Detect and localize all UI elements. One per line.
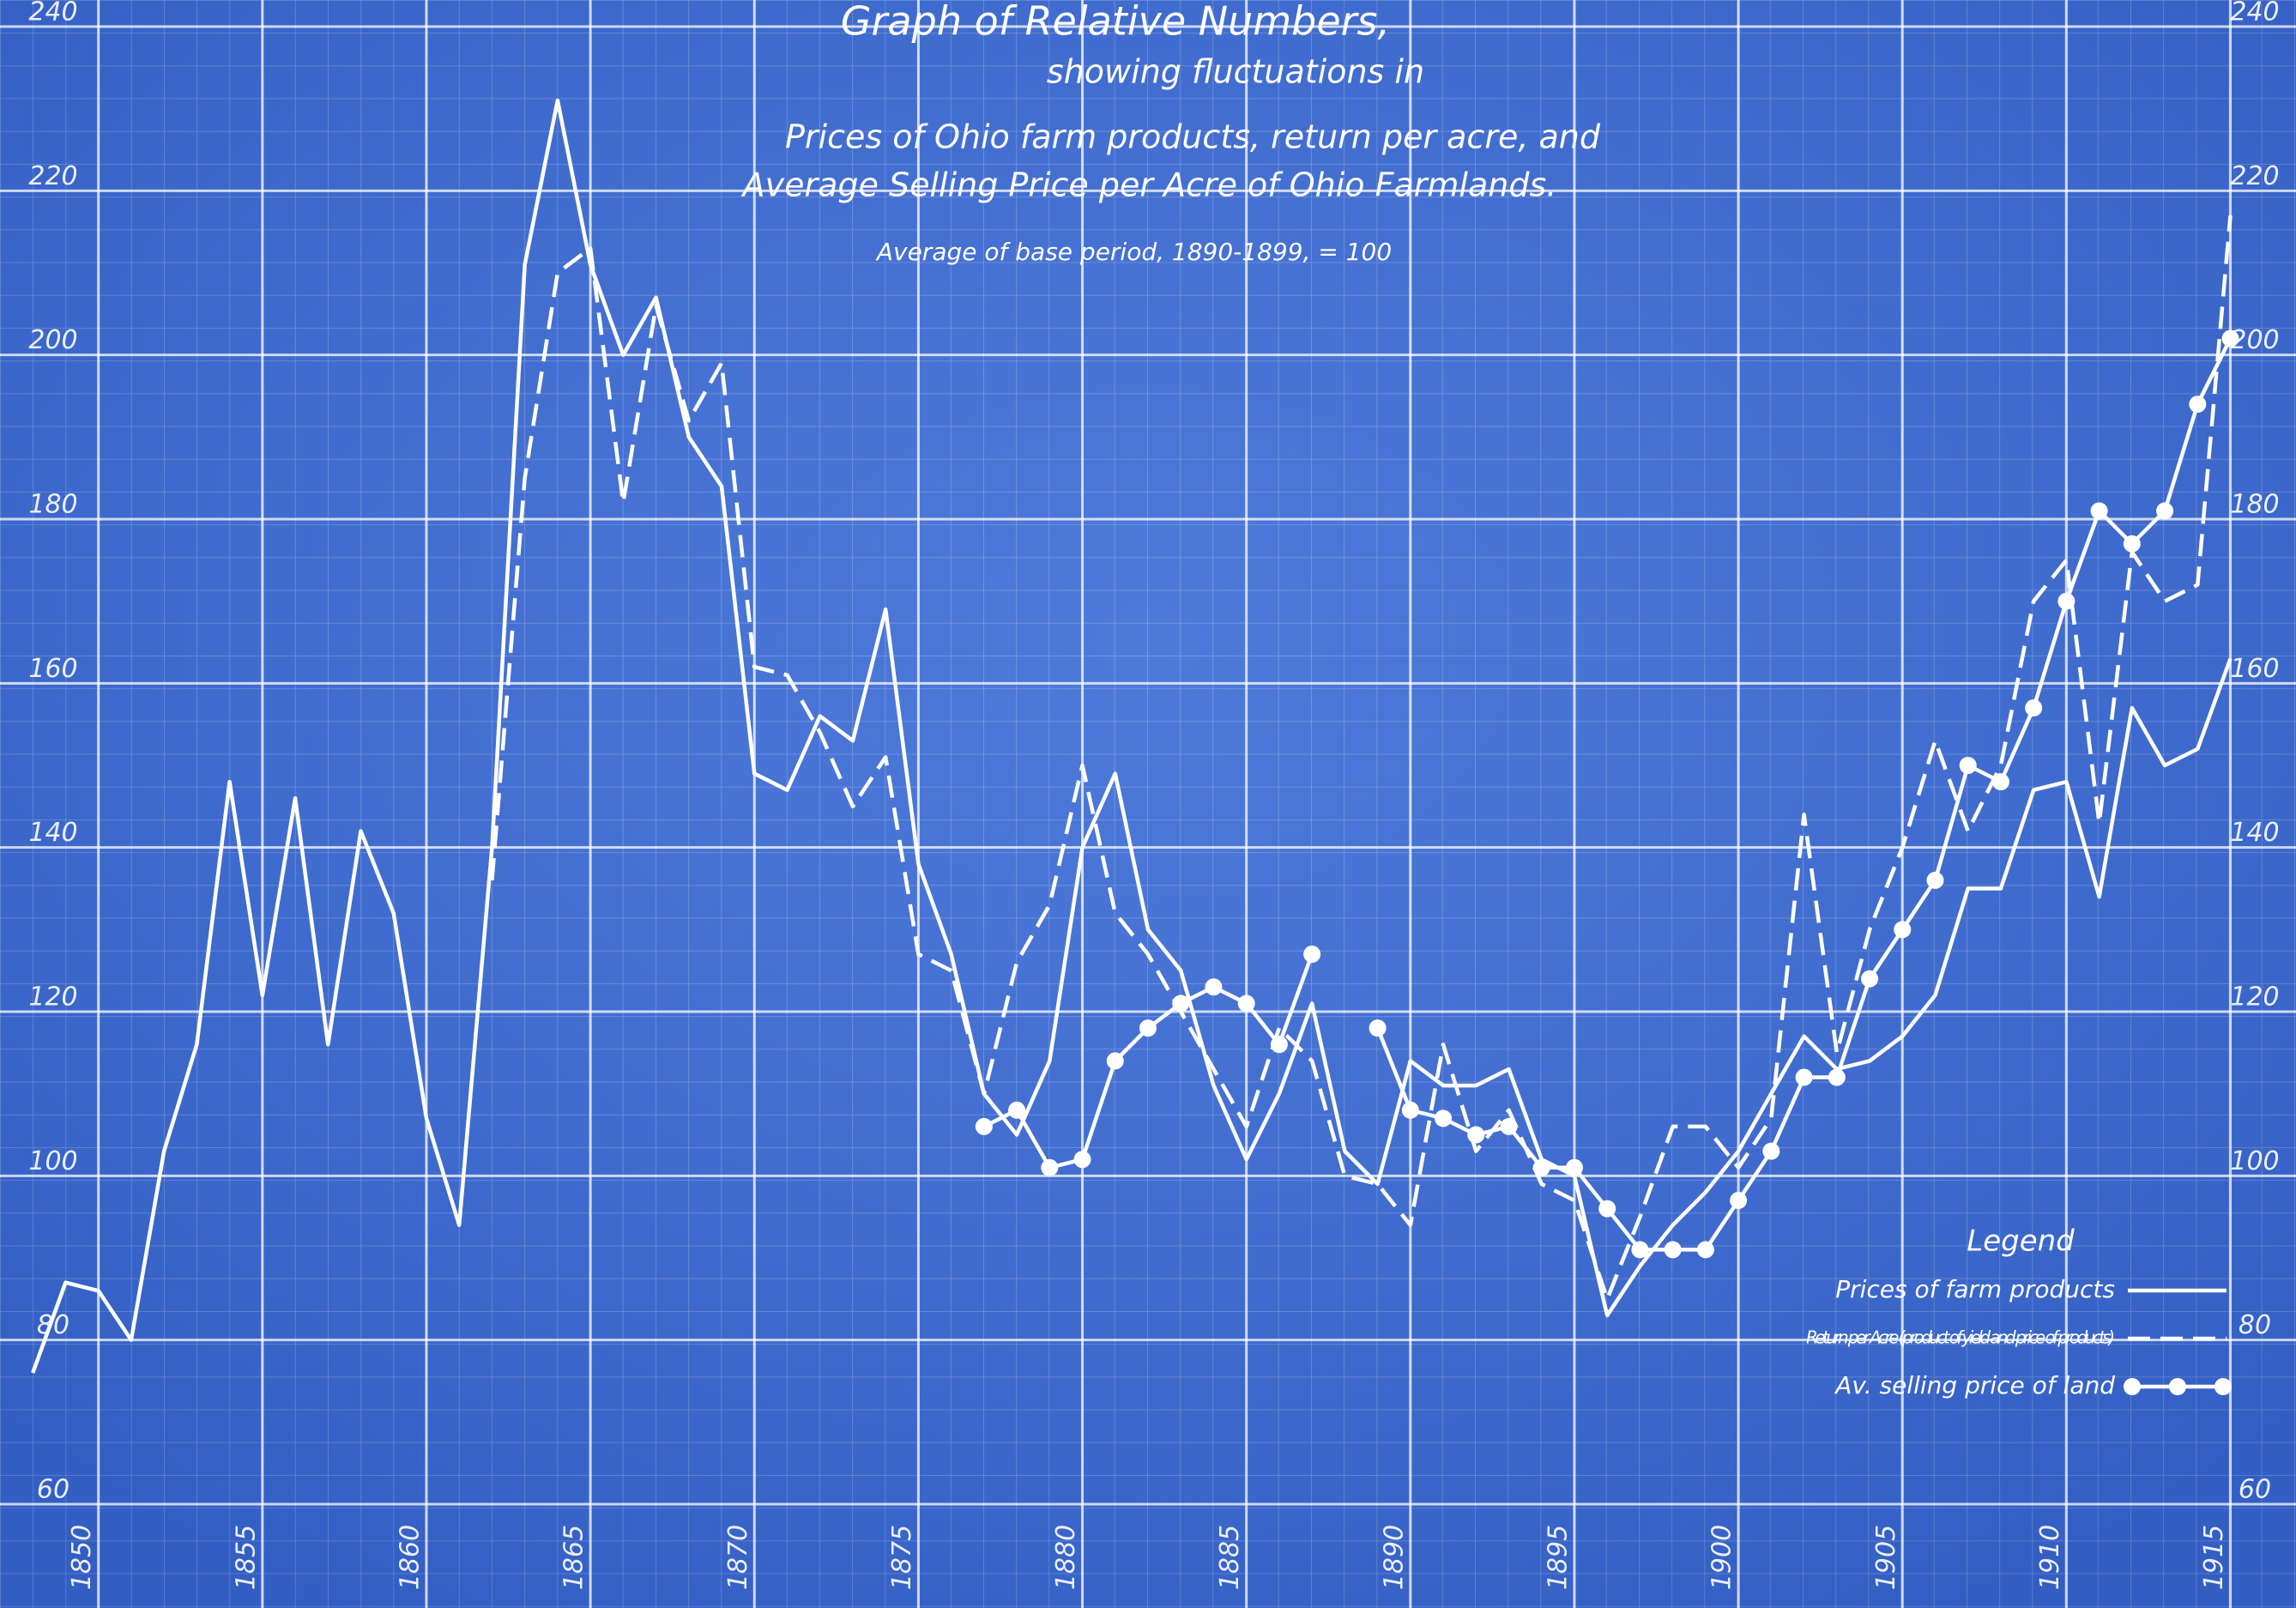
x-tick-label: 1865 bbox=[559, 1525, 589, 1590]
data-point bbox=[1696, 1241, 1714, 1259]
y-tick-label: 60 bbox=[2239, 1475, 2271, 1505]
data-point bbox=[1532, 1158, 1550, 1176]
y-tick-label: 120 bbox=[2230, 982, 2279, 1013]
series-line bbox=[31, 98, 2233, 1374]
y-tick-label: 80 bbox=[37, 1310, 69, 1340]
y-tick-label: 180 bbox=[2230, 490, 2279, 520]
data-point bbox=[1565, 1158, 1583, 1176]
data-point bbox=[1237, 994, 1255, 1013]
data-point bbox=[1303, 946, 1321, 964]
data-point bbox=[2057, 592, 2075, 610]
data-point bbox=[2189, 396, 2207, 414]
series-line bbox=[490, 215, 2233, 1302]
x-tick-label: 1870 bbox=[723, 1525, 753, 1590]
plot bbox=[31, 98, 2239, 1374]
data-point bbox=[1369, 1019, 1387, 1037]
y-tick-label: 120 bbox=[28, 982, 77, 1013]
y-tick-label: 100 bbox=[28, 1146, 77, 1176]
data-point bbox=[1631, 1241, 1649, 1259]
legend-label: Return per Acre (product of yield and pr… bbox=[1806, 1327, 2115, 1348]
y-tick-label: 140 bbox=[28, 818, 77, 848]
data-point bbox=[1205, 978, 1223, 996]
y-tick-label: 180 bbox=[28, 490, 77, 520]
chart-note: Average of base period, 1890-1899, = 100 bbox=[875, 238, 1392, 266]
legend-label: Prices of farm products bbox=[1835, 1275, 2115, 1303]
data-point bbox=[2090, 502, 2108, 520]
legend-marker bbox=[2124, 1378, 2141, 1395]
legend-label: Av. selling price of land bbox=[1834, 1371, 2115, 1399]
data-point bbox=[1172, 994, 1190, 1013]
data-point bbox=[2123, 535, 2141, 553]
y-tick-label: 200 bbox=[28, 325, 77, 355]
data-point bbox=[2025, 699, 2043, 717]
data-point bbox=[1139, 1019, 1157, 1037]
x-tick-label: 1855 bbox=[231, 1525, 261, 1590]
x-tick-label: 1915 bbox=[2199, 1525, 2229, 1590]
x-tick-label: 1890 bbox=[1379, 1525, 1409, 1590]
data-point bbox=[1270, 1036, 1288, 1054]
x-tick-label: 1885 bbox=[1215, 1525, 1245, 1590]
data-point bbox=[1762, 1142, 1780, 1160]
y-tick-label: 140 bbox=[2230, 818, 2279, 848]
data-point bbox=[975, 1117, 993, 1135]
y-tick-label: 160 bbox=[2230, 654, 2279, 684]
y-tick-label: 60 bbox=[37, 1475, 69, 1505]
legend-title: Legend bbox=[1967, 1224, 2075, 1259]
y-tick-label: 100 bbox=[2230, 1146, 2279, 1176]
data-point bbox=[2221, 329, 2239, 348]
data-point bbox=[1664, 1241, 1682, 1259]
data-point bbox=[1500, 1117, 1518, 1135]
chart-subtitle: showing fluctuations in bbox=[1047, 53, 1424, 91]
y-tick-label: 220 bbox=[2230, 161, 2279, 191]
x-tick-label: 1900 bbox=[1707, 1525, 1737, 1590]
legend-marker bbox=[2169, 1378, 2186, 1395]
x-tick-label: 1850 bbox=[67, 1525, 97, 1590]
data-point bbox=[2156, 502, 2174, 520]
data-point bbox=[1008, 1101, 1026, 1119]
y-tick-label: 80 bbox=[2239, 1310, 2271, 1340]
data-point bbox=[1598, 1200, 1616, 1218]
data-point bbox=[1861, 970, 1879, 988]
data-point bbox=[1828, 1068, 1846, 1086]
data-point bbox=[1926, 871, 1944, 889]
x-tick-label: 1860 bbox=[395, 1525, 425, 1590]
chart-subtitle: Prices of Ohio farm products, return per… bbox=[785, 118, 1601, 156]
data-point bbox=[1073, 1151, 1091, 1169]
x-tick-label: 1875 bbox=[887, 1525, 917, 1590]
x-tick-label: 1905 bbox=[1871, 1525, 1901, 1590]
y-tick-label: 220 bbox=[28, 161, 77, 191]
data-point bbox=[1730, 1192, 1748, 1210]
x-tick-label: 1895 bbox=[1543, 1525, 1573, 1590]
legend-marker bbox=[2214, 1378, 2232, 1395]
data-point bbox=[1435, 1109, 1453, 1127]
legend: Legend Prices of farm products Return per … bbox=[1806, 1224, 2232, 1399]
chart-title: Graph of Relative Numbers, bbox=[841, 0, 1390, 45]
y-tick-label: 240 bbox=[28, 0, 77, 27]
x-tick-label: 1880 bbox=[1051, 1525, 1081, 1590]
data-point bbox=[1106, 1052, 1124, 1070]
data-point bbox=[1401, 1101, 1419, 1119]
data-point bbox=[1894, 921, 1912, 939]
data-point bbox=[1795, 1068, 1813, 1086]
y-tick-label: 240 bbox=[2230, 0, 2279, 27]
chart-subtitle: Average Selling Price per Acre of Ohio F… bbox=[740, 166, 1557, 204]
y-tick-label: 160 bbox=[28, 654, 77, 684]
x-tick-label: 1910 bbox=[2035, 1525, 2065, 1590]
data-point bbox=[1467, 1126, 1485, 1144]
data-point bbox=[1991, 773, 2009, 791]
y-tick-label: 200 bbox=[2230, 325, 2279, 355]
data-point bbox=[1959, 757, 1977, 774]
data-point bbox=[1041, 1158, 1059, 1176]
